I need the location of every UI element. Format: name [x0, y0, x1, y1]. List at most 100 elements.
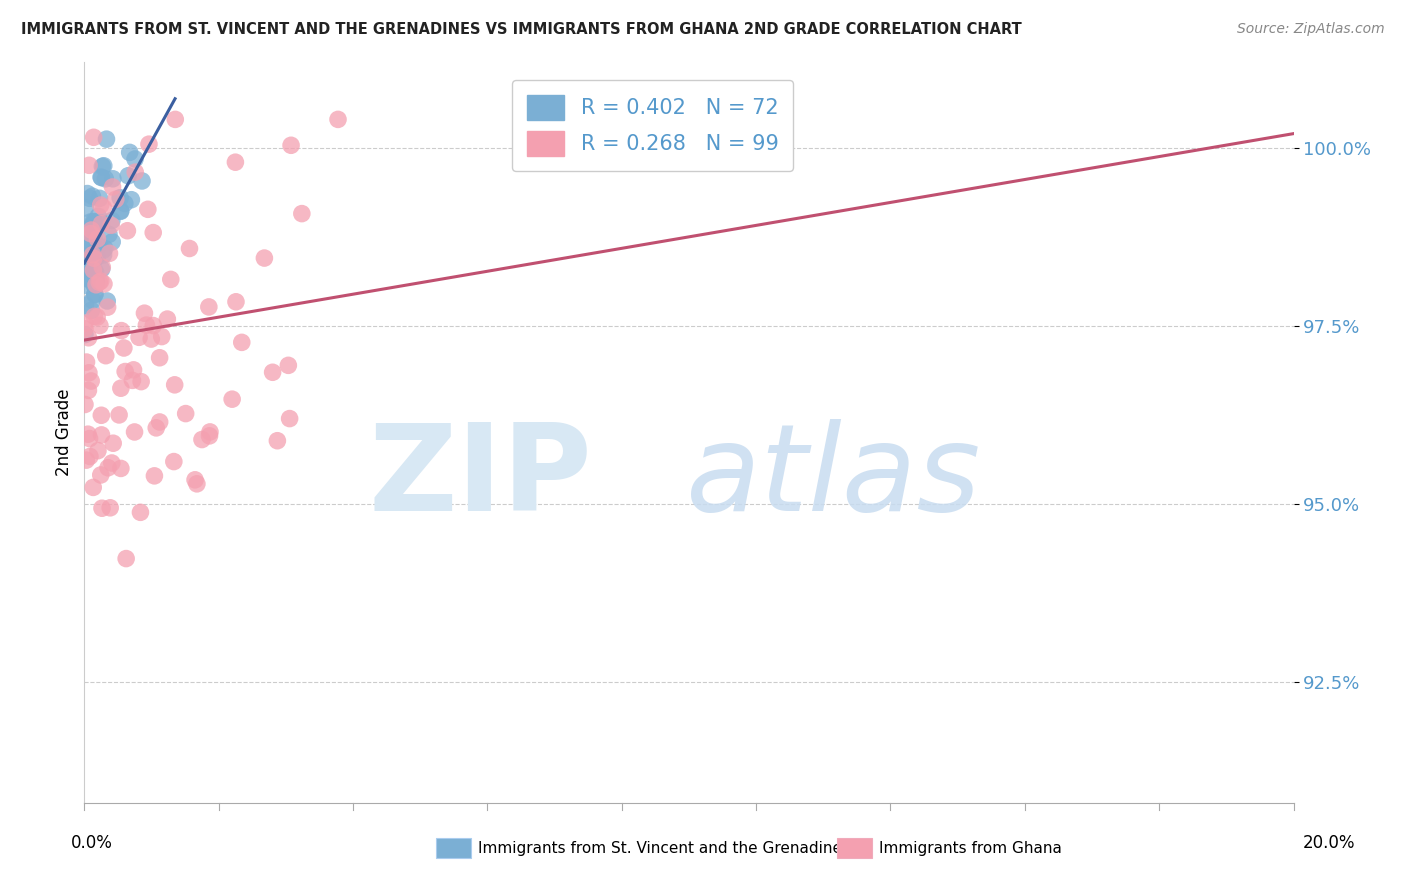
Point: [124, 165, 146, 179]
Point: [84, 265, 107, 279]
Point: [120, 193, 142, 207]
Point: [91, 501, 114, 516]
Text: 20.0%: 20.0%: [1302, 834, 1355, 852]
Point: [98, 500, 121, 515]
Point: [101, 180, 124, 194]
Point: [79, 244, 101, 259]
Point: [278, 411, 301, 425]
Point: [124, 425, 146, 439]
Point: [84, 252, 107, 266]
Point: [82, 263, 104, 277]
Point: [75, 233, 97, 247]
Point: [93, 248, 115, 262]
Point: [124, 152, 146, 166]
Point: [86, 232, 108, 246]
Point: [198, 300, 221, 314]
Point: [110, 324, 132, 338]
Point: [101, 213, 124, 227]
Point: [134, 306, 156, 320]
Point: [96, 293, 118, 308]
Point: [108, 191, 131, 205]
Point: [101, 456, 124, 470]
Point: [114, 365, 136, 379]
Point: [149, 351, 172, 365]
Point: [73, 327, 96, 342]
Point: [76, 231, 98, 245]
Point: [82, 248, 104, 262]
Point: [80, 233, 103, 247]
Point: [101, 235, 124, 249]
Point: [82, 233, 104, 247]
Point: [135, 318, 157, 332]
Point: [266, 434, 288, 448]
Point: [77, 331, 100, 345]
Point: [98, 227, 121, 242]
Point: [326, 112, 349, 127]
Point: [93, 159, 115, 173]
Point: [90, 274, 112, 288]
Point: [96, 132, 118, 146]
Point: [291, 206, 314, 220]
Point: [82, 277, 104, 291]
Point: [80, 247, 103, 261]
Point: [76, 186, 98, 201]
Point: [80, 242, 103, 256]
Legend: R = 0.402   N = 72, R = 0.268   N = 99: R = 0.402 N = 72, R = 0.268 N = 99: [512, 80, 793, 170]
Point: [159, 272, 181, 286]
Point: [104, 192, 127, 206]
Point: [163, 377, 186, 392]
Point: [82, 248, 104, 262]
Point: [83, 287, 105, 301]
Point: [225, 294, 247, 309]
Point: [110, 461, 132, 475]
Point: [83, 287, 105, 301]
Point: [77, 158, 100, 172]
Point: [82, 480, 104, 494]
Point: [80, 303, 103, 318]
Point: [83, 252, 105, 266]
Point: [83, 130, 105, 145]
Point: [108, 408, 131, 422]
Point: [76, 269, 98, 284]
Point: [87, 238, 110, 252]
Point: [110, 204, 132, 219]
Point: [82, 256, 104, 270]
Point: [83, 310, 105, 324]
Point: [145, 421, 167, 435]
Point: [89, 275, 111, 289]
Point: [83, 215, 105, 229]
Point: [97, 460, 120, 475]
Point: [73, 322, 96, 336]
Point: [77, 384, 100, 398]
Point: [73, 251, 96, 265]
Point: [75, 255, 97, 269]
Point: [83, 216, 105, 230]
Point: [262, 365, 284, 379]
Point: [77, 268, 100, 283]
Point: [93, 277, 115, 291]
Point: [86, 250, 108, 264]
Point: [103, 436, 125, 450]
Text: 0.0%: 0.0%: [70, 834, 112, 852]
Point: [90, 467, 112, 482]
Point: [141, 332, 163, 346]
Point: [80, 223, 103, 237]
Point: [90, 170, 112, 185]
Point: [82, 214, 104, 228]
Point: [84, 218, 107, 232]
Point: [91, 244, 114, 258]
Point: [138, 137, 160, 152]
Point: [75, 298, 97, 312]
Point: [136, 202, 159, 217]
Point: [87, 210, 110, 224]
Point: [101, 171, 124, 186]
Point: [121, 373, 143, 387]
Point: [79, 215, 101, 229]
Point: [90, 198, 112, 212]
Point: [174, 407, 197, 421]
Point: [90, 262, 112, 277]
Point: [75, 453, 97, 467]
Point: [156, 312, 179, 326]
Point: [122, 363, 145, 377]
Point: [110, 203, 132, 218]
